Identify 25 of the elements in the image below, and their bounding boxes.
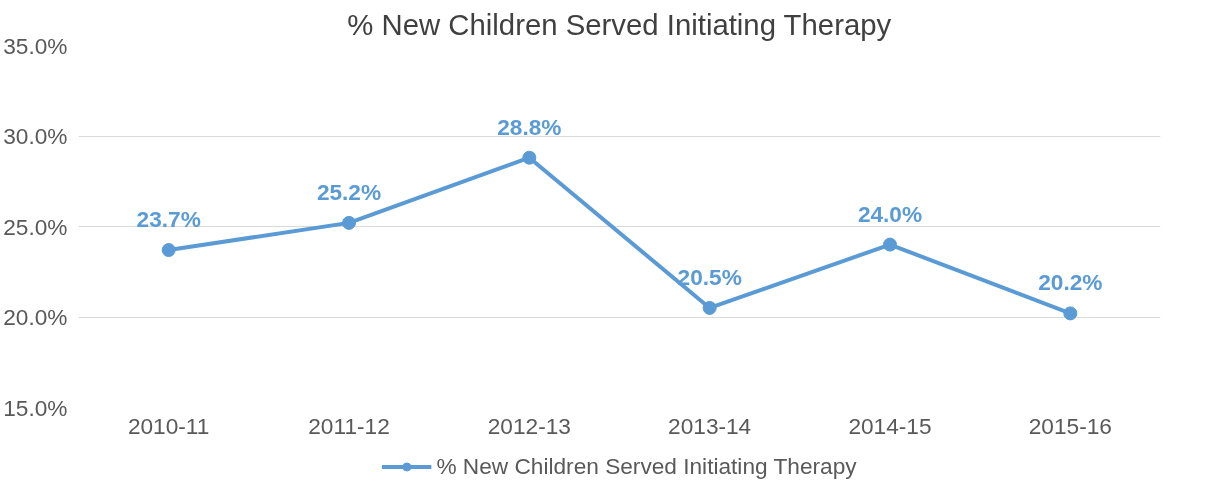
y-tick-label: 30.0% [3, 123, 68, 149]
chart-title: % New Children Served Initiating Therapy [347, 7, 892, 41]
point [1063, 306, 1078, 321]
legend-label: % New Children Served Initiating Therapy [436, 452, 857, 480]
data-label: 20.2% [1038, 269, 1103, 296]
y-tick-label: 15.0% [3, 394, 68, 421]
x-tick-label: 2012-13 [487, 412, 571, 439]
data-label: 24.0% [857, 200, 923, 227]
x-tick-label: 2011-12 [308, 412, 390, 439]
point [702, 300, 717, 315]
point [342, 215, 356, 230]
point [161, 243, 176, 258]
data-label: 28.8% [497, 113, 562, 140]
y-tick-label: 35.0% [3, 32, 68, 59]
point [883, 237, 897, 252]
y-tick-label: 25.0% [3, 213, 68, 240]
point [522, 150, 537, 165]
data-label: 23.7% [136, 206, 201, 233]
x-tick-label: 2014-15 [848, 412, 932, 439]
y-tick-label: 20.0% [3, 304, 68, 330]
data-label: 20.5% [677, 263, 742, 290]
data-label: 25.2% [316, 178, 382, 205]
x-tick-label: 2010-11 [127, 412, 210, 439]
x-tick-label: 2013-14 [668, 412, 752, 439]
x-tick-label: 2015-16 [1028, 412, 1112, 439]
